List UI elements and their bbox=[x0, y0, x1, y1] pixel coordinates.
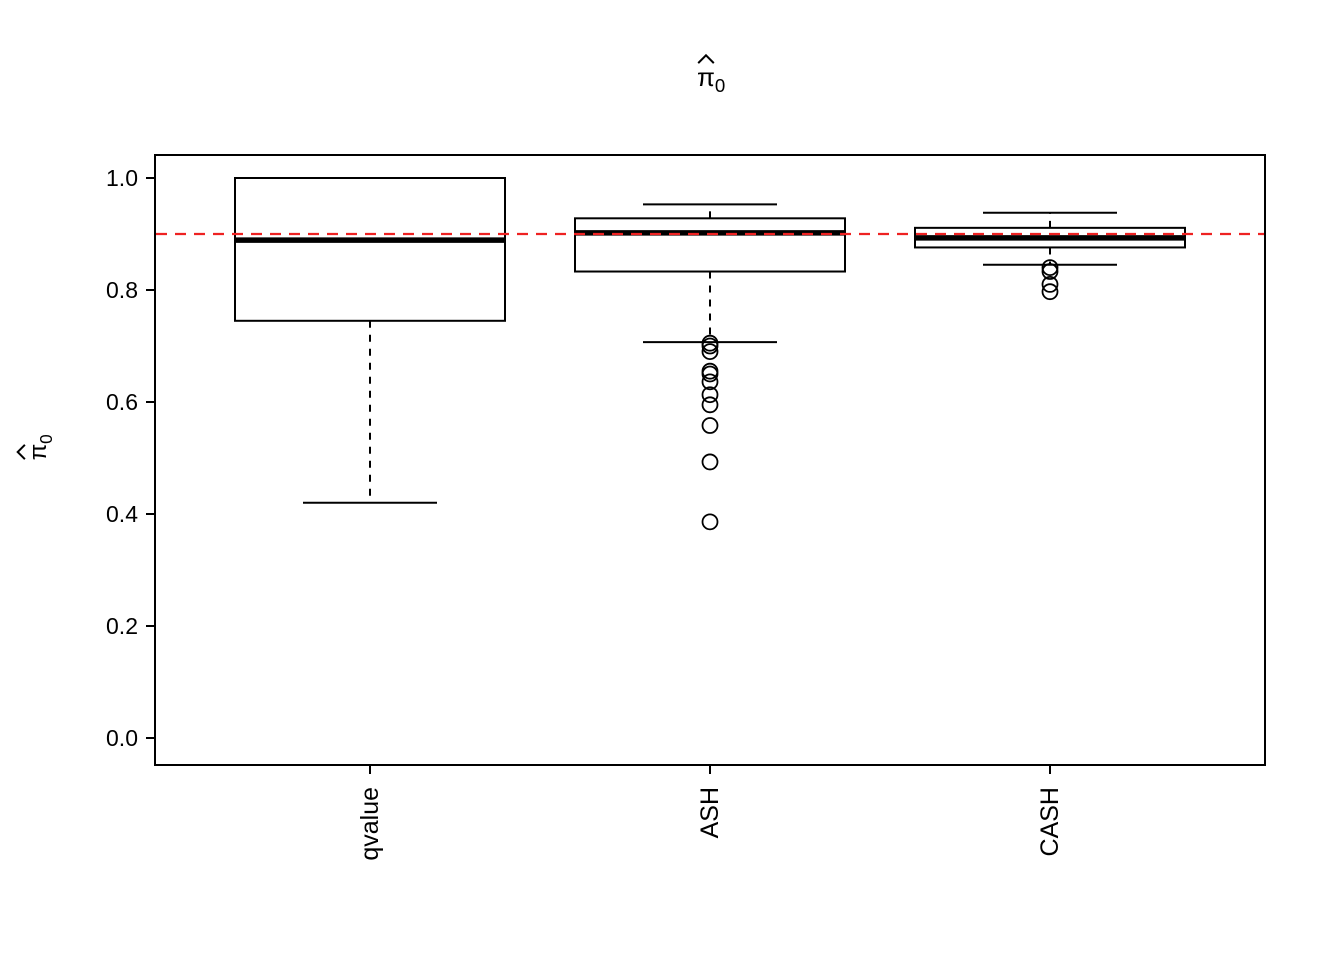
y-axis-title-subscript: 0 bbox=[36, 434, 56, 444]
outlier-point bbox=[701, 453, 719, 471]
y-axis-tick-label: 1.0 bbox=[106, 165, 138, 191]
outlier-point bbox=[701, 337, 719, 355]
y-axis-tick-label: 0.0 bbox=[106, 725, 138, 751]
outlier-point bbox=[701, 343, 719, 361]
outlier-point bbox=[701, 365, 719, 383]
outlier-point bbox=[1041, 259, 1059, 277]
outlier-point bbox=[1041, 283, 1059, 301]
x-axis-label-ash: ASH bbox=[696, 787, 724, 838]
x-axis-label-cash: CASH bbox=[1036, 787, 1064, 856]
outlier-point bbox=[1041, 263, 1059, 280]
y-axis-tick-label: 0.4 bbox=[106, 501, 138, 527]
outlier-point bbox=[701, 386, 719, 404]
y-axis-title: π0 bbox=[16, 434, 56, 461]
y-axis-tick-label: 0.6 bbox=[106, 389, 138, 415]
iqr-box bbox=[234, 177, 506, 322]
chart-title-symbol: π bbox=[697, 62, 715, 92]
box-and-whiskers-ash bbox=[574, 203, 846, 531]
chart-title-subscript: 0 bbox=[715, 75, 725, 96]
y-axis-tick-label: 0.2 bbox=[106, 613, 138, 639]
y-axis-title-hat-accent bbox=[16, 444, 26, 460]
chart-title-hat-accent bbox=[697, 53, 715, 64]
outlier-point bbox=[1041, 275, 1059, 293]
x-axis-label-qvalue: qvalue bbox=[356, 787, 384, 861]
outlier-point bbox=[701, 417, 719, 434]
box-and-whiskers-cash bbox=[914, 211, 1186, 301]
outlier-point bbox=[701, 373, 719, 391]
iqr-box bbox=[574, 217, 846, 273]
outlier-point bbox=[701, 513, 719, 531]
y-axis-tick-label: 0.8 bbox=[106, 277, 138, 303]
box-and-whiskers-qvalue bbox=[234, 177, 506, 504]
outlier-point bbox=[701, 396, 719, 414]
y-axis-title-symbol: π bbox=[25, 444, 52, 461]
